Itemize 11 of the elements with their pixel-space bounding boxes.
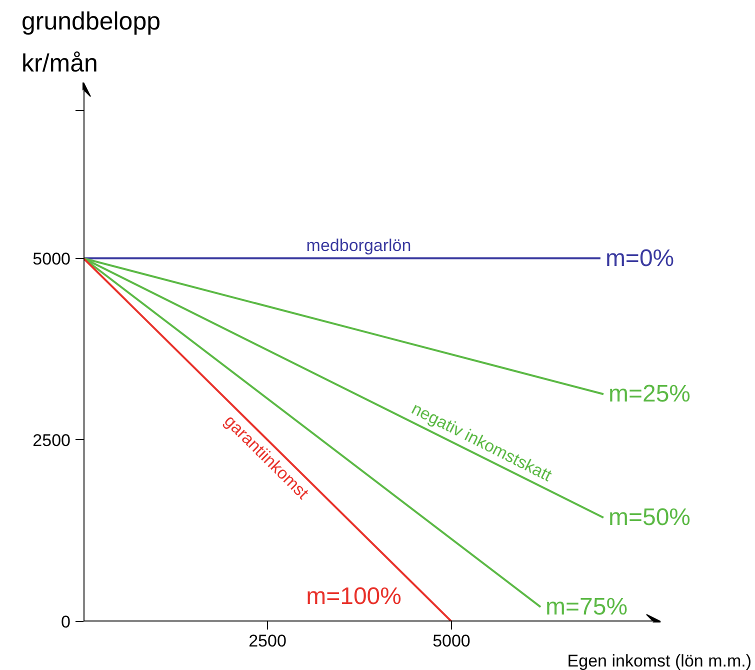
y-axis-title: grundbelopp kr/mån bbox=[22, 8, 161, 78]
series-label: m=25% bbox=[608, 380, 691, 408]
x-axis-title: Egen inkomst (lön m.m.) bbox=[567, 652, 752, 670]
series-label: m=75% bbox=[546, 593, 628, 620]
series-label: m=50% bbox=[608, 504, 691, 532]
annotation: medborgarlön bbox=[306, 236, 412, 255]
y-tick-label: 2500 bbox=[32, 430, 71, 450]
series-label: m=0% bbox=[605, 244, 674, 272]
y-tick-label: 5000 bbox=[32, 249, 71, 268]
y-tick-label: 0 bbox=[61, 612, 71, 632]
series-label: m=100% bbox=[306, 583, 402, 610]
